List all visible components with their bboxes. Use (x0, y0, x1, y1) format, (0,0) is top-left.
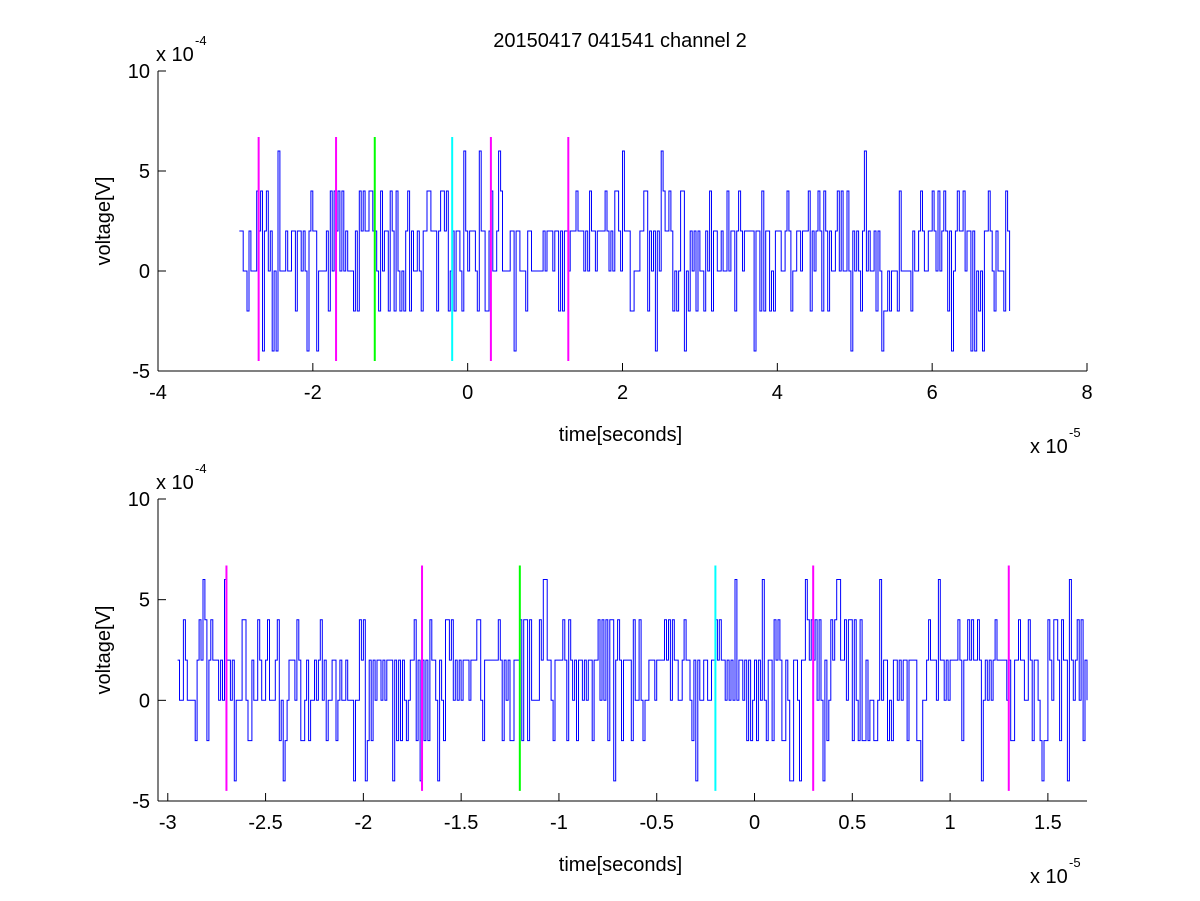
x-exponent: -5 (1069, 855, 1081, 870)
x-tick-label: 1.5 (1034, 812, 1062, 834)
x-tick-label: 6 (927, 382, 938, 404)
y-tick-label: 5 (139, 590, 150, 612)
y-exponent: -4 (195, 461, 207, 476)
x-tick-label: 0 (749, 812, 760, 834)
x-tick-label: -0.5 (639, 812, 673, 834)
voltage-trace (177, 579, 1088, 782)
voltage-trace (239, 150, 1011, 352)
y-exponent-label: x 10 (156, 44, 194, 66)
x-axis-label: time[seconds] (559, 854, 682, 876)
y-tick-label: 0 (139, 261, 150, 283)
y-tick-label: -5 (132, 361, 150, 383)
x-tick-label: 0.5 (838, 812, 866, 834)
y-axis-label: voltage[V] (93, 606, 115, 695)
y-exponent-label: x 10 (156, 472, 194, 494)
x-exponent: -5 (1069, 425, 1081, 440)
x-tick-label: 4 (772, 382, 783, 404)
x-tick-label: -2.5 (248, 812, 282, 834)
x-exponent-label: x 10 (1030, 436, 1068, 458)
x-tick-label: -4 (149, 382, 167, 404)
y-exponent: -4 (195, 33, 207, 48)
top-axes: -4 -2 0 2 4 6 8 -5 0 5 10 time[seconds] voltage[V] x … (93, 33, 1093, 458)
x-axis-label: time[seconds] (559, 424, 682, 446)
y-tick-label: 5 (139, 161, 150, 183)
x-tick-label: -2 (304, 382, 322, 404)
x-tick-label: 8 (1081, 382, 1092, 404)
x-tick-label: -1 (550, 812, 568, 834)
x-tick-label: -3 (159, 812, 177, 834)
x-exponent-label: x 10 (1030, 866, 1068, 888)
x-tick-label: 0 (462, 382, 473, 404)
bottom-axes: -3 -2.5 -2 -1.5 -1 -0.5 0 0.5 1 1.5 -5 0 5 10 time[sec… (93, 461, 1088, 888)
x-tick-label: 1 (945, 812, 956, 834)
y-tick-label: 10 (128, 489, 150, 511)
y-axis-label: voltage[V] (93, 177, 115, 266)
y-tick-label: 10 (128, 61, 150, 83)
y-tick-label: 0 (139, 690, 150, 712)
x-tick-label: -1.5 (444, 812, 478, 834)
figure-title: 20150417 041541 channel 2 (493, 30, 747, 52)
x-tick-label: -2 (354, 812, 372, 834)
x-tick-label: 2 (617, 382, 628, 404)
y-tick-label: -5 (132, 791, 150, 813)
